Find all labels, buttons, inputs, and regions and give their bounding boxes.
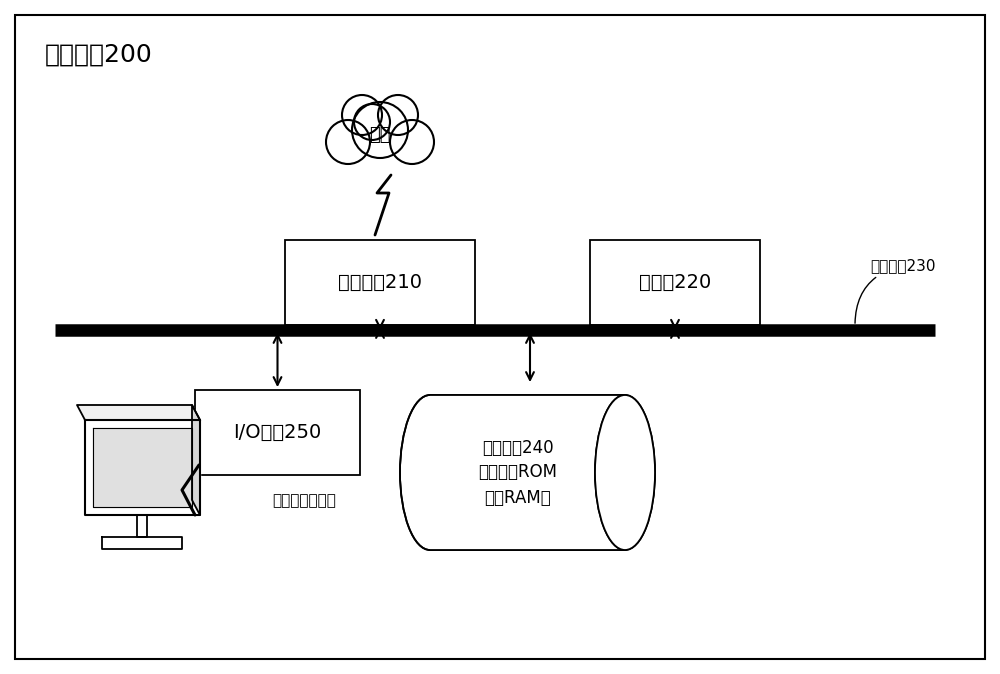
Text: 网络: 网络 — [369, 126, 391, 144]
Circle shape — [352, 102, 408, 158]
Text: I/O接口250: I/O接口250 — [233, 423, 322, 442]
Text: 网络端口210: 网络端口210 — [338, 273, 422, 292]
Text: 通信总线230: 通信总线230 — [855, 258, 936, 324]
Polygon shape — [77, 405, 200, 420]
Polygon shape — [192, 405, 200, 515]
Polygon shape — [102, 537, 182, 549]
Text: 处理器220: 处理器220 — [639, 273, 711, 292]
Text: （无线或有线）: （无线或有线） — [272, 493, 336, 508]
Polygon shape — [137, 515, 147, 537]
Ellipse shape — [595, 395, 655, 550]
Text: 存储介质240
（磁盘、ROM
、或RAM）: 存储介质240 （磁盘、ROM 、或RAM） — [478, 439, 557, 506]
Circle shape — [354, 104, 390, 140]
Bar — [430, 395, 625, 550]
Polygon shape — [93, 428, 192, 507]
Circle shape — [378, 95, 418, 135]
Circle shape — [326, 120, 370, 164]
Polygon shape — [85, 420, 200, 515]
Bar — [430, 395, 625, 550]
Ellipse shape — [400, 395, 460, 550]
Bar — [195, 390, 360, 475]
Bar — [285, 240, 475, 325]
Text: 电子设备200: 电子设备200 — [45, 43, 153, 67]
Circle shape — [390, 120, 434, 164]
Bar — [590, 240, 760, 325]
Circle shape — [342, 95, 382, 135]
Ellipse shape — [595, 395, 655, 550]
